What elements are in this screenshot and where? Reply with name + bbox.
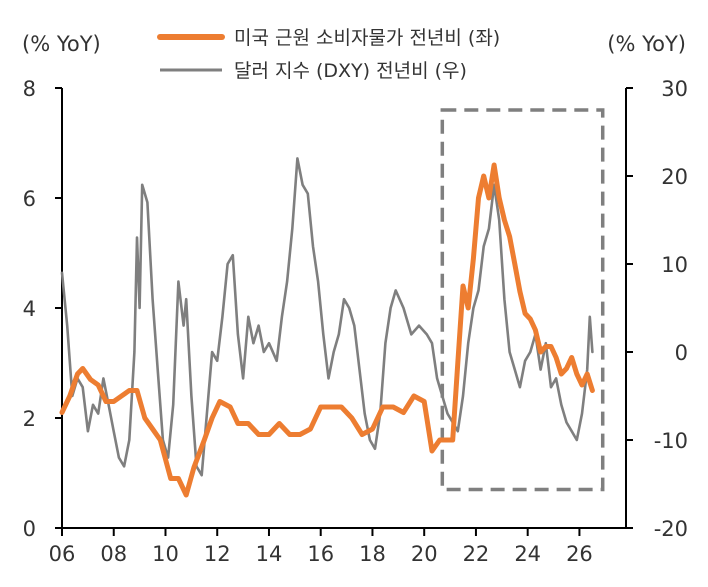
right-y-tick-label: -10	[654, 429, 688, 453]
x-tick-label: 24	[514, 542, 541, 566]
left-y-tick-label: 4	[23, 297, 36, 321]
x-tick-label: 10	[152, 542, 179, 566]
series-line-dxy	[60, 157, 594, 477]
highlight-region	[440, 108, 605, 492]
x-tick-label: 18	[359, 542, 386, 566]
left-y-tick-label: 2	[23, 407, 36, 431]
x-tick-label: 26	[566, 542, 593, 566]
x-tick-label: 06	[49, 542, 76, 566]
x-tick-label: 22	[463, 542, 490, 566]
x-axis: 06 08 10 12 14 16 18 20 22 24 26	[49, 528, 593, 566]
left-y-tick-label: 6	[23, 187, 36, 211]
x-tick-label: 12	[204, 542, 231, 566]
left-y-axis: 0 2 4 6 8	[23, 77, 62, 541]
left-axis-unit: (% YoY)	[22, 32, 101, 56]
right-y-tick-label: 0	[675, 341, 688, 365]
right-y-tick-label: 30	[661, 77, 688, 101]
series-line-core-cpi	[59, 162, 595, 498]
x-tick-label: 14	[256, 542, 283, 566]
x-tick-label: 16	[307, 542, 334, 566]
left-y-tick-label: 0	[23, 517, 36, 541]
legend-label-dxy: 달러 지수 (DXY) 전년비 (우)	[234, 60, 467, 82]
right-axis-unit: (% YoY)	[607, 32, 686, 56]
right-y-tick-label: 10	[661, 253, 688, 277]
right-y-tick-label: 20	[661, 165, 688, 189]
series-layer	[59, 157, 595, 498]
right-y-axis: -20 -10 0 10 20 30	[626, 77, 688, 541]
highlight-box	[440, 108, 605, 492]
legend: 미국 근원 소비자물가 전년비 (좌) 달러 지수 (DXY) 전년비 (우)	[157, 27, 500, 82]
right-y-tick-label: -20	[654, 517, 688, 541]
left-y-tick-label: 8	[23, 77, 36, 101]
x-tick-label: 08	[100, 542, 127, 566]
legend-label-core-cpi: 미국 근원 소비자물가 전년비 (좌)	[234, 27, 500, 49]
x-tick-label: 20	[411, 542, 438, 566]
